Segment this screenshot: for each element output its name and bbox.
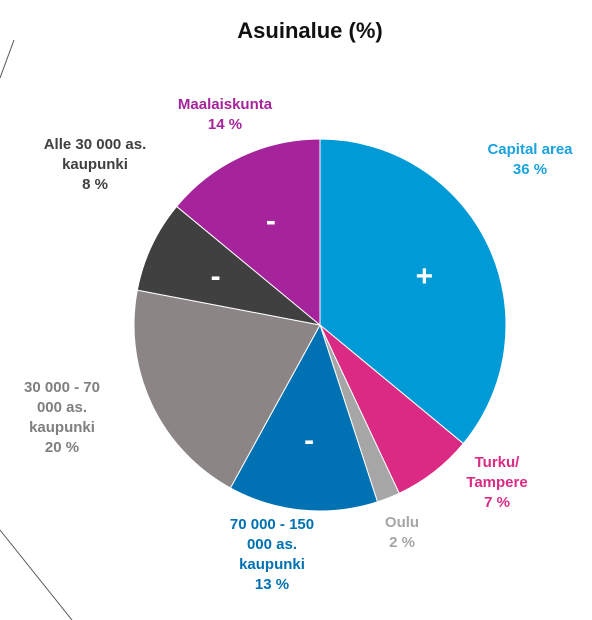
pie-slice	[133, 289, 321, 489]
slice-sign: +	[416, 260, 434, 293]
decor-line	[0, 529, 73, 620]
value-label: 36 %	[512, 161, 548, 178]
pie-slice	[319, 138, 507, 445]
category-label: Turku/ Tampere	[466, 454, 528, 491]
category-label: Maalaiskunta	[177, 96, 273, 113]
category-label: Alle 30 000 as. kaupunki	[43, 136, 147, 173]
slice-label: Oulu 2 %	[372, 513, 432, 553]
category-label: 30 000 - 70 000 as. kaupunki	[24, 379, 100, 436]
category-label: Capital area	[487, 141, 573, 158]
slice-label: Capital area 36 %	[470, 140, 590, 180]
value-label: 2 %	[389, 534, 415, 551]
slice-label: Maalaiskunta 14 %	[160, 95, 290, 135]
value-label: 7 %	[484, 494, 510, 511]
chart-title: Asuinalue (%)	[237, 18, 383, 43]
slice-sign: -	[211, 260, 221, 293]
value-label: 20 %	[44, 439, 80, 456]
category-label: 70 000 - 150 000 as. kaupunki	[229, 516, 315, 573]
slice-label: Turku/ Tampere 7 %	[452, 453, 542, 513]
decor-line	[0, 39, 15, 79]
category-label: Oulu	[384, 514, 420, 531]
pie-slice	[136, 205, 321, 326]
slice-label: Alle 30 000 as. kaupunki 8 %	[15, 135, 175, 195]
value-label: 14 %	[207, 116, 243, 133]
value-label: 8 %	[82, 176, 108, 193]
slice-sign: -	[304, 424, 314, 457]
slice-label: 30 000 - 70 000 as. kaupunki 20 %	[12, 378, 112, 458]
slice-label: 70 000 - 150 000 as. kaupunki 13 %	[216, 515, 328, 595]
value-label: 13 %	[254, 576, 290, 593]
slice-sign: -	[266, 205, 276, 238]
pie-slice	[229, 323, 379, 512]
pie-slice	[175, 138, 321, 327]
